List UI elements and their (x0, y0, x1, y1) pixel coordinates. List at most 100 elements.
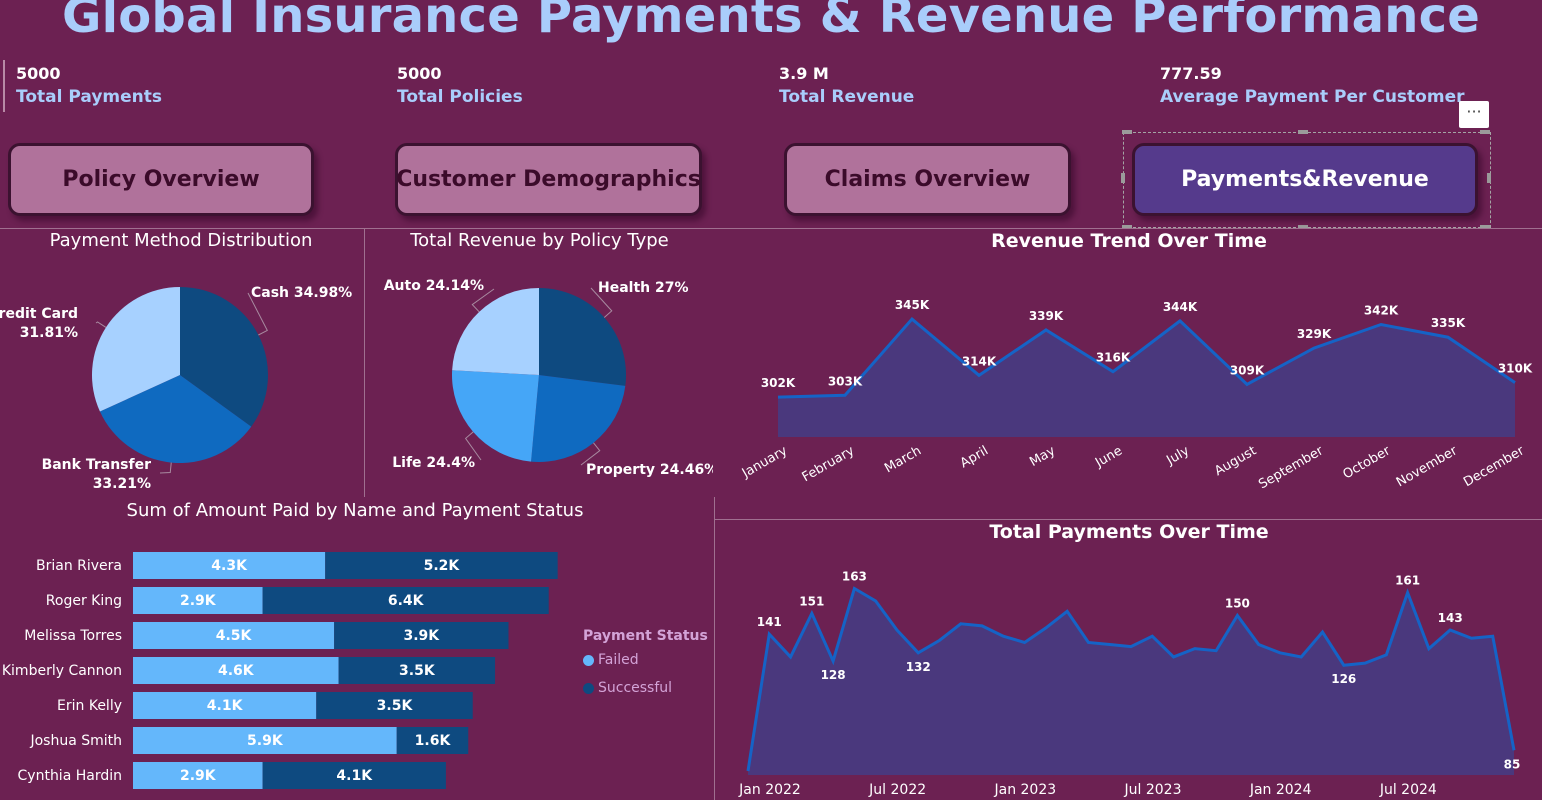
pie-data-label: 31.81% (20, 325, 78, 341)
section-divider (0, 228, 1542, 229)
bar-data-label: 1.6K (415, 733, 452, 749)
payments-line (746, 586, 1516, 772)
revenue-x-tick: December (1461, 443, 1527, 490)
resize-handle[interactable] (1487, 173, 1491, 183)
payments-x-tick: Jul 2023 (1124, 782, 1182, 798)
kpi-value: 3.9 M (779, 64, 829, 83)
more-options-icon[interactable]: ··· (1459, 101, 1489, 128)
bar-segment-failed (133, 552, 326, 579)
revenue-trend-area-chart: 302K January 303K February 345K March 314K Apri… (739, 298, 1533, 492)
kpi-total-policies: 5000 Total Policies (397, 64, 523, 107)
payments-data-label: 143 (1438, 611, 1463, 625)
bar-segment-failed (133, 762, 263, 789)
legend-item-successful[interactable]: Successful (583, 680, 708, 696)
chart-title-revenue-policy-type: Total Revenue by Policy Type (410, 230, 669, 251)
payments-x-tick: Jan 2022 (738, 782, 801, 798)
payments-x-tick: Jul 2022 (868, 782, 926, 798)
bar-data-label: 4.1K (207, 698, 244, 714)
pie-leader-line (580, 442, 601, 466)
legend-item-failed[interactable]: Failed (583, 652, 708, 668)
bar-segment-failed (133, 587, 263, 614)
legend-dot-icon (583, 682, 594, 694)
pie-slice-cash (180, 287, 269, 427)
revenue-x-tick: June (1092, 443, 1125, 471)
bar-data-label: 5.9K (247, 733, 284, 749)
pie-data-label: Life 24.4% (392, 455, 475, 471)
pie-slice-property (531, 375, 626, 462)
bar-data-label: 5.2K (424, 558, 461, 574)
payments-data-label: 163 (842, 570, 867, 584)
bar-segment-failed (133, 727, 397, 754)
legend-label: Successful (598, 680, 673, 696)
bar-data-label: 3.5K (399, 663, 436, 679)
revenue-x-tick: January (739, 443, 790, 481)
revenue-data-label: 335K (1431, 316, 1466, 330)
pie-leader-line (590, 287, 613, 318)
resize-handle[interactable] (1298, 225, 1308, 229)
bar-data-label: 2.9K (180, 768, 217, 784)
nav-button-payments-revenue[interactable]: Payments&Revenue (1132, 143, 1478, 216)
payments-area-fill (748, 588, 1514, 775)
revenue-x-tick: May (1027, 443, 1058, 470)
resize-handle[interactable] (1122, 225, 1132, 229)
bar-segment-successful (262, 762, 446, 789)
payments-data-label: 161 (1395, 574, 1420, 588)
bar-legend: Payment Status Failed Successful (583, 628, 708, 696)
payments-data-label: 128 (821, 668, 846, 682)
revenue-data-label: 344K (1163, 300, 1198, 314)
pie-data-label: Health 27% (598, 280, 689, 296)
resize-handle[interactable] (1298, 130, 1308, 134)
bar-data-label: 4.3K (211, 558, 248, 574)
payments-x-tick: Jan 2023 (993, 782, 1056, 798)
bar-data-label: 4.1K (336, 768, 373, 784)
legend-dot-icon (583, 654, 594, 666)
revenue-x-tick: March (882, 443, 924, 476)
chart-title-payment-method: Payment Method Distribution (49, 230, 313, 251)
pie-leader-line (95, 321, 107, 328)
revenue-data-label: 329K (1297, 327, 1332, 341)
payments-x-tick: Jan 2024 (1249, 782, 1312, 798)
bar-segment-successful (334, 622, 509, 649)
payments-data-label: 126 (1331, 672, 1356, 686)
bar-segment-successful (262, 587, 549, 614)
revenue-data-label: 342K (1364, 304, 1399, 318)
pie-data-label: Credit Card (0, 306, 78, 322)
amount-paid-bar-chart: Brian Rivera 4.3K 5.2K Roger King 2.9K 6.4K Me… (2, 552, 558, 789)
dashboard-title: Global Insurance Payments & Revenue Perf… (62, 0, 1480, 44)
kpi-label: Total Payments (16, 87, 162, 107)
pie-slice-life (452, 370, 539, 462)
pie-slice-bank-transfer (99, 375, 252, 463)
revenue-x-tick: August (1212, 443, 1259, 479)
payments-data-label: 151 (799, 594, 824, 608)
resize-handle[interactable] (1480, 130, 1490, 134)
nav-button-claims-overview[interactable]: Claims Overview (784, 143, 1071, 216)
resize-handle[interactable] (1480, 225, 1490, 229)
pie-data-label: Bank Transfer (42, 457, 152, 473)
nav-button-customer-demographics[interactable]: Customer Demographics (395, 143, 702, 216)
revenue-x-tick: April (958, 443, 991, 471)
bar-category-label: Brian Rivera (36, 558, 122, 574)
payments-data-label: 132 (906, 660, 931, 674)
section-divider (364, 229, 365, 497)
bar-data-label: 3.9K (403, 628, 440, 644)
revenue-area-fill (778, 319, 1515, 437)
bar-data-label: 4.6K (218, 663, 255, 679)
resize-handle[interactable] (1122, 130, 1132, 134)
kpi-label: Total Revenue (779, 87, 915, 107)
pie-data-label: Cash 34.98% (251, 285, 352, 301)
bar-data-label: 2.9K (180, 593, 217, 609)
nav-button-policy-overview[interactable]: Policy Overview (8, 143, 314, 216)
policy-type-pie-chart: Health 27% Property 24.46% Life 24.4% Auto … (384, 278, 713, 478)
revenue-line (777, 316, 1516, 399)
bar-category-label: Melissa Torres (24, 628, 122, 644)
section-divider (715, 519, 1542, 520)
kpi-average-payment: 777.59 Average Payment Per Customer (1160, 64, 1464, 107)
bar-category-label: Cynthia Hardin (18, 768, 122, 784)
revenue-data-label: 310K (1498, 362, 1533, 376)
bar-data-label: 6.4K (388, 593, 425, 609)
bar-category-label: Erin Kelly (57, 698, 122, 714)
payments-data-label: 141 (757, 615, 782, 629)
revenue-data-label: 345K (895, 298, 930, 312)
bar-segment-successful (325, 552, 558, 579)
resize-handle[interactable] (1121, 173, 1125, 183)
